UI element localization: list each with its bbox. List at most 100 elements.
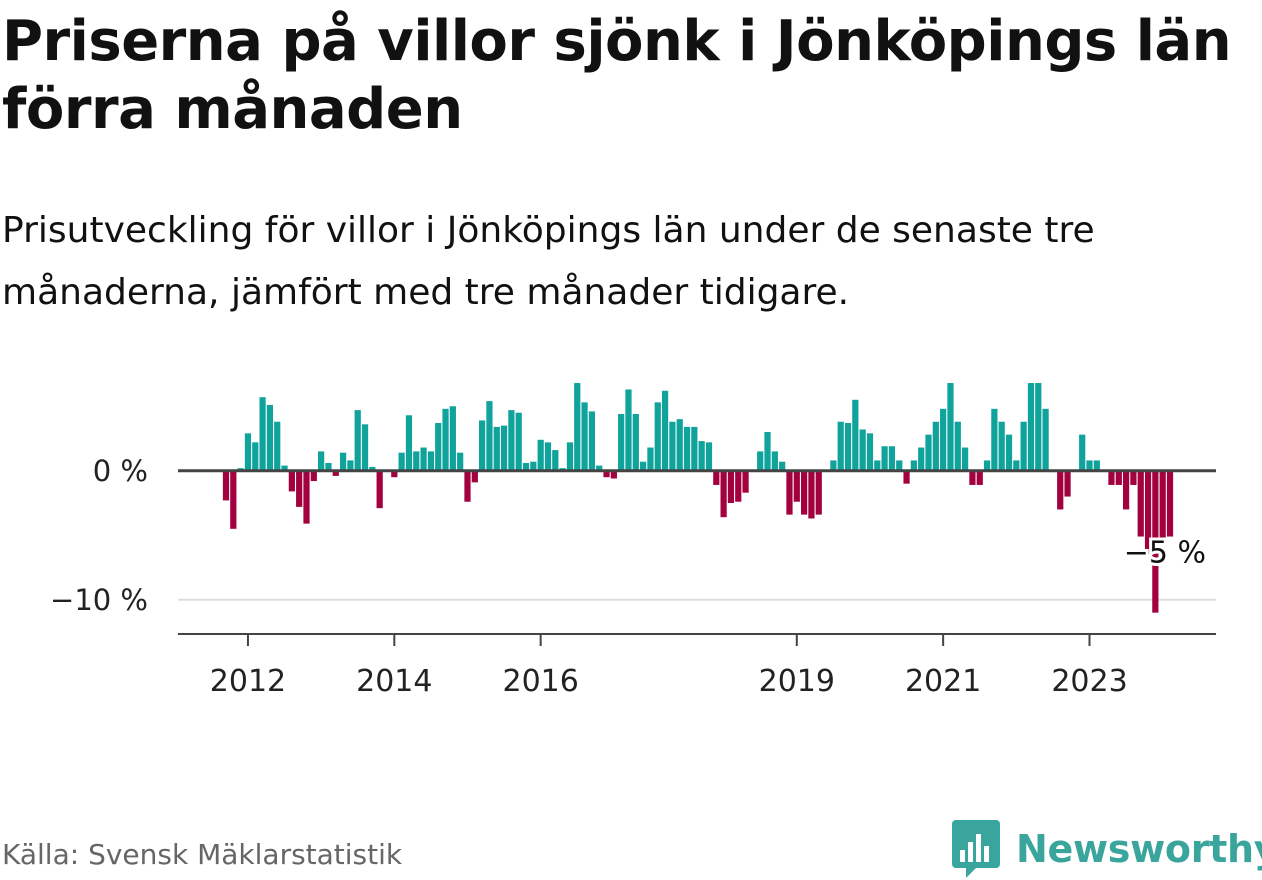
bar <box>544 442 552 471</box>
bar <box>1137 470 1144 537</box>
bar <box>815 470 822 515</box>
bar <box>1152 470 1159 613</box>
bar <box>1159 470 1166 543</box>
bar <box>698 441 705 471</box>
bar <box>918 447 925 471</box>
bar <box>808 470 815 519</box>
bar <box>720 470 727 518</box>
bar <box>339 452 347 471</box>
bar <box>1166 470 1174 537</box>
bar <box>669 421 676 471</box>
bar <box>735 470 742 502</box>
bar <box>369 466 376 471</box>
bar <box>874 460 881 471</box>
bar <box>1013 460 1020 471</box>
bar <box>625 389 632 471</box>
bar <box>1079 434 1086 471</box>
chart-subtitle: Prisutveckling för villor i Jönköpings l… <box>2 210 1095 313</box>
bar <box>508 410 515 471</box>
bar <box>691 426 698 471</box>
bar <box>537 439 544 471</box>
bar <box>603 470 610 478</box>
bar <box>332 470 339 476</box>
bar <box>413 451 420 471</box>
bar <box>632 413 639 471</box>
bar <box>991 408 998 471</box>
bar <box>801 470 808 515</box>
bar <box>888 446 896 471</box>
bar <box>947 383 954 471</box>
bar <box>530 461 537 471</box>
bar <box>464 470 471 502</box>
chart-title: Priserna på villor sjönk i Jönköpings lä… <box>2 9 1232 142</box>
bar <box>786 470 793 515</box>
bar <box>574 383 581 471</box>
bar <box>705 442 713 471</box>
bar <box>954 421 961 471</box>
bar <box>1086 460 1093 471</box>
bar <box>347 460 354 471</box>
bar <box>500 425 508 471</box>
bar <box>427 451 435 471</box>
bar <box>742 470 749 493</box>
bar <box>1122 470 1130 510</box>
bar <box>1064 470 1071 497</box>
bar <box>1130 470 1137 485</box>
bar <box>354 410 361 471</box>
bar <box>676 419 683 471</box>
bar <box>405 415 413 471</box>
bar <box>757 451 764 471</box>
bar <box>618 413 625 471</box>
bar <box>830 460 837 471</box>
last-value-label: −5 % <box>1124 535 1206 570</box>
bar <box>479 420 486 471</box>
bar <box>325 463 332 471</box>
bar <box>471 470 478 483</box>
bar <box>1042 408 1049 471</box>
bar <box>1144 470 1152 555</box>
bar <box>244 433 252 471</box>
bar <box>442 408 449 471</box>
bar <box>376 470 383 509</box>
bar <box>457 452 464 471</box>
y-tick-label: −10 % <box>50 583 148 617</box>
bar <box>866 433 874 471</box>
bar <box>683 426 691 471</box>
bar <box>515 412 522 471</box>
bar <box>1035 383 1042 471</box>
bar <box>296 470 303 507</box>
y-tick-label: 0 % <box>93 454 148 488</box>
bar <box>1057 470 1064 510</box>
bar <box>837 421 844 471</box>
bar <box>493 426 500 471</box>
bar <box>266 404 274 471</box>
bar <box>588 411 595 471</box>
bar <box>566 442 574 471</box>
bar <box>727 470 735 503</box>
bar <box>1020 421 1027 471</box>
bar <box>976 470 983 485</box>
bar <box>274 421 281 471</box>
bar <box>281 465 288 471</box>
x-tick-label: 2021 <box>905 664 981 699</box>
brand-name: Newsworthy <box>1016 827 1262 871</box>
bar <box>449 406 456 471</box>
bar <box>522 463 530 471</box>
bar <box>596 465 603 471</box>
bar <box>1027 383 1035 471</box>
bar <box>1115 470 1122 485</box>
bar <box>961 447 969 471</box>
bar <box>925 434 932 471</box>
source-note: Källa: Svensk Mäklarstatistik <box>2 838 403 871</box>
x-tick-label: 2016 <box>502 664 578 699</box>
bar <box>998 421 1005 471</box>
bar <box>859 429 866 471</box>
bar <box>552 450 559 471</box>
bar <box>581 402 588 471</box>
bar <box>391 470 398 478</box>
bar <box>398 452 405 471</box>
bar <box>1108 470 1115 485</box>
bar <box>1093 460 1100 471</box>
bar <box>310 470 317 482</box>
bar <box>610 470 617 479</box>
